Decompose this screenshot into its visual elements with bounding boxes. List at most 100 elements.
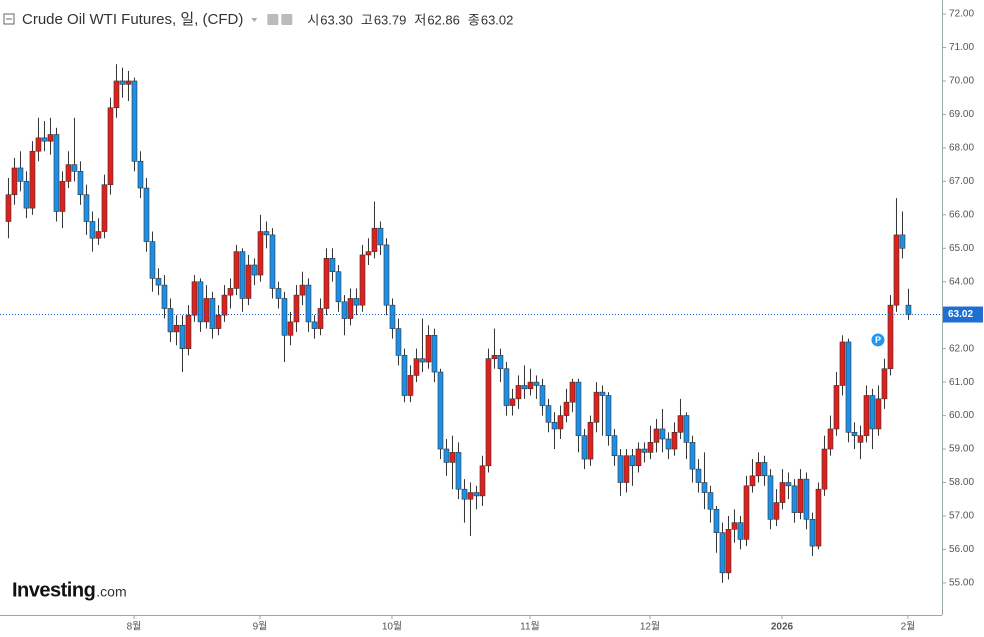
candle-body — [539, 385, 546, 406]
candle-body — [647, 442, 654, 453]
candle-body — [149, 241, 156, 279]
candle-body — [131, 80, 138, 162]
candle-body — [515, 385, 522, 400]
watermark-brand: Investing — [12, 579, 95, 601]
ohlc-label: 종 — [468, 12, 480, 27]
settings-icon — [267, 14, 279, 25]
candle-body — [863, 395, 870, 436]
candle-body — [5, 194, 12, 222]
candle-body — [893, 234, 900, 306]
candle-body — [95, 231, 102, 239]
candle-body — [725, 529, 732, 574]
candle-body — [257, 231, 264, 276]
candle-body — [203, 298, 210, 323]
candle-body — [743, 485, 750, 540]
y-tick-label: 67.00 — [949, 176, 974, 187]
y-tick-label: 65.00 — [949, 243, 974, 254]
candle-body — [671, 432, 678, 450]
x-tick-label: 10월 — [382, 621, 402, 633]
candle-body — [161, 284, 168, 309]
ohlc-value: 63.79 — [374, 12, 407, 27]
candle-body — [701, 482, 708, 493]
candle-body — [11, 167, 18, 196]
candle-body — [497, 355, 504, 370]
candle-body — [677, 415, 684, 433]
candle-body — [101, 184, 108, 232]
candle-body — [35, 137, 42, 152]
last-price-label: 63.02 — [948, 309, 973, 320]
candle-body — [485, 358, 492, 467]
event-marker — [870, 332, 886, 348]
candle-body — [437, 371, 444, 450]
candle-body — [509, 398, 516, 406]
candle-body — [635, 448, 642, 467]
candle-body — [23, 181, 30, 209]
candle-body — [41, 137, 48, 142]
legend-header: Crude Oil WTI Futures, 일, (CFD) — [3, 11, 243, 28]
y-tick-label: 69.00 — [949, 109, 974, 120]
x-tick-label: 12월 — [640, 621, 660, 633]
candle-body — [533, 381, 540, 386]
candle-body — [473, 492, 480, 497]
candle-body — [329, 258, 336, 272]
candle-body — [821, 448, 828, 490]
candle-body — [323, 258, 330, 309]
y-tick-label: 57.00 — [949, 511, 974, 522]
candle-body — [125, 80, 132, 85]
close-icon — [281, 14, 293, 25]
candle-body — [551, 421, 558, 430]
candle-body — [881, 368, 888, 400]
candle-body — [77, 171, 84, 196]
chart-title: Crude Oil WTI Futures, 일, (CFD) — [22, 11, 243, 28]
candle-body — [857, 435, 864, 443]
candle-body — [713, 508, 720, 533]
event-marker-label: P — [875, 335, 881, 345]
candle-body — [317, 308, 324, 329]
candle-body — [761, 462, 768, 477]
candle-body — [407, 375, 414, 396]
candle-body — [155, 278, 162, 286]
candle-body — [611, 435, 618, 457]
candle-body — [305, 284, 312, 323]
candle-body — [683, 415, 690, 443]
candle-body — [173, 324, 180, 333]
candle-body — [137, 160, 144, 189]
candle-body — [839, 341, 846, 386]
candle-body — [767, 475, 774, 520]
candle-body — [773, 502, 780, 520]
candle-body — [263, 231, 270, 236]
candle-body — [791, 485, 798, 513]
candle-body — [89, 221, 96, 239]
candle-body — [755, 462, 762, 477]
candle-body — [833, 385, 840, 430]
candle-body — [47, 134, 54, 142]
candle-body — [377, 227, 384, 246]
candle-body — [53, 134, 60, 212]
candle-body — [785, 482, 792, 487]
candle-body — [107, 107, 114, 186]
candle-body — [575, 381, 582, 436]
candle-body — [737, 522, 744, 540]
candle-body — [251, 264, 258, 276]
ohlc-value: 63.02 — [481, 12, 514, 27]
candle-body — [275, 288, 282, 299]
collapse-icon[interactable] — [3, 13, 15, 25]
candle-body — [395, 328, 402, 356]
candle-body — [197, 281, 204, 323]
candle-body — [221, 294, 228, 316]
candle-body — [401, 355, 408, 396]
y-tick-label: 68.00 — [949, 143, 974, 154]
ohlc-label: 저 — [414, 12, 426, 27]
candle-body — [431, 334, 438, 373]
candle-body — [65, 164, 72, 182]
candle-body — [245, 264, 252, 299]
y-tick-label: 70.00 — [949, 76, 974, 87]
candle-body — [215, 314, 222, 329]
watermark: Investing .com — [12, 579, 127, 601]
y-tick-label: 71.00 — [949, 42, 974, 53]
candle-body — [779, 482, 786, 503]
candle-body — [335, 271, 342, 303]
candle-body — [689, 442, 696, 470]
y-tick-label: 59.00 — [949, 444, 974, 455]
candle-body — [581, 435, 588, 460]
